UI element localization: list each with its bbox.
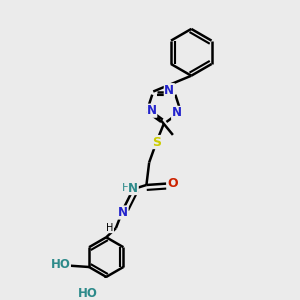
Text: O: O bbox=[167, 177, 178, 190]
Text: N: N bbox=[147, 104, 157, 117]
Text: H: H bbox=[106, 223, 113, 232]
Text: HO: HO bbox=[50, 258, 70, 271]
Text: N: N bbox=[118, 206, 128, 219]
Text: HO: HO bbox=[78, 287, 98, 300]
Text: S: S bbox=[152, 136, 161, 148]
Text: H: H bbox=[122, 183, 130, 193]
Text: N: N bbox=[172, 106, 182, 119]
Text: N: N bbox=[128, 182, 138, 194]
Text: N: N bbox=[164, 84, 174, 97]
